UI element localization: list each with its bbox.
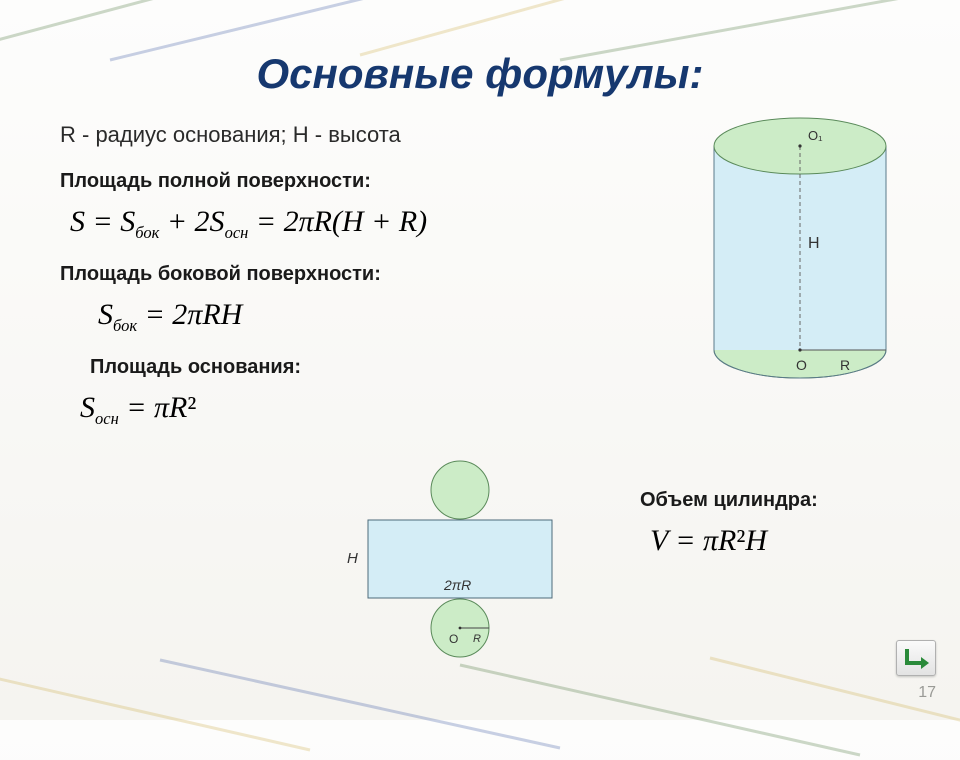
formula-base-area: Sосн = πR² [80,391,620,429]
label-volume: Объем цилиндра: [640,489,920,512]
svg-text:H: H [808,235,820,252]
cylinder-diagram: O₁ H O R [680,98,920,408]
formula-full-surface: S = Sбок + 2Sосн = 2πR(H + R) [70,205,620,243]
return-icon [903,647,929,669]
label-lateral-surface: Площадь боковой поверхности: [60,263,620,286]
svg-text:O: O [796,357,807,373]
svg-text:O: O [449,632,458,646]
svg-text:O₁: O₁ [808,128,823,143]
label-base-area: Площадь основания: [90,356,620,379]
formulas-column: Площадь полной поверхности: S = Sбок + 2… [60,170,620,429]
formula-volume: V = πR²H [650,524,920,558]
slide-title: Основные формулы: [0,0,960,98]
formula-lateral-surface: Sбок = 2πRH [98,298,620,336]
svg-text:R: R [840,357,850,373]
unfold-diagram: H 2πR O R [340,458,580,668]
svg-text:H: H [347,550,358,567]
content-area: R - радиус основания; H - высота Площадь… [0,98,960,429]
svg-text:2πR: 2πR [443,577,471,593]
label-full-surface: Площадь полной поверхности: [60,170,620,193]
svg-text:R: R [473,633,481,645]
page-number: 17 [918,684,936,702]
volume-block: Объем цилиндра: V = πR²H [640,483,920,578]
home-button[interactable] [896,640,936,676]
